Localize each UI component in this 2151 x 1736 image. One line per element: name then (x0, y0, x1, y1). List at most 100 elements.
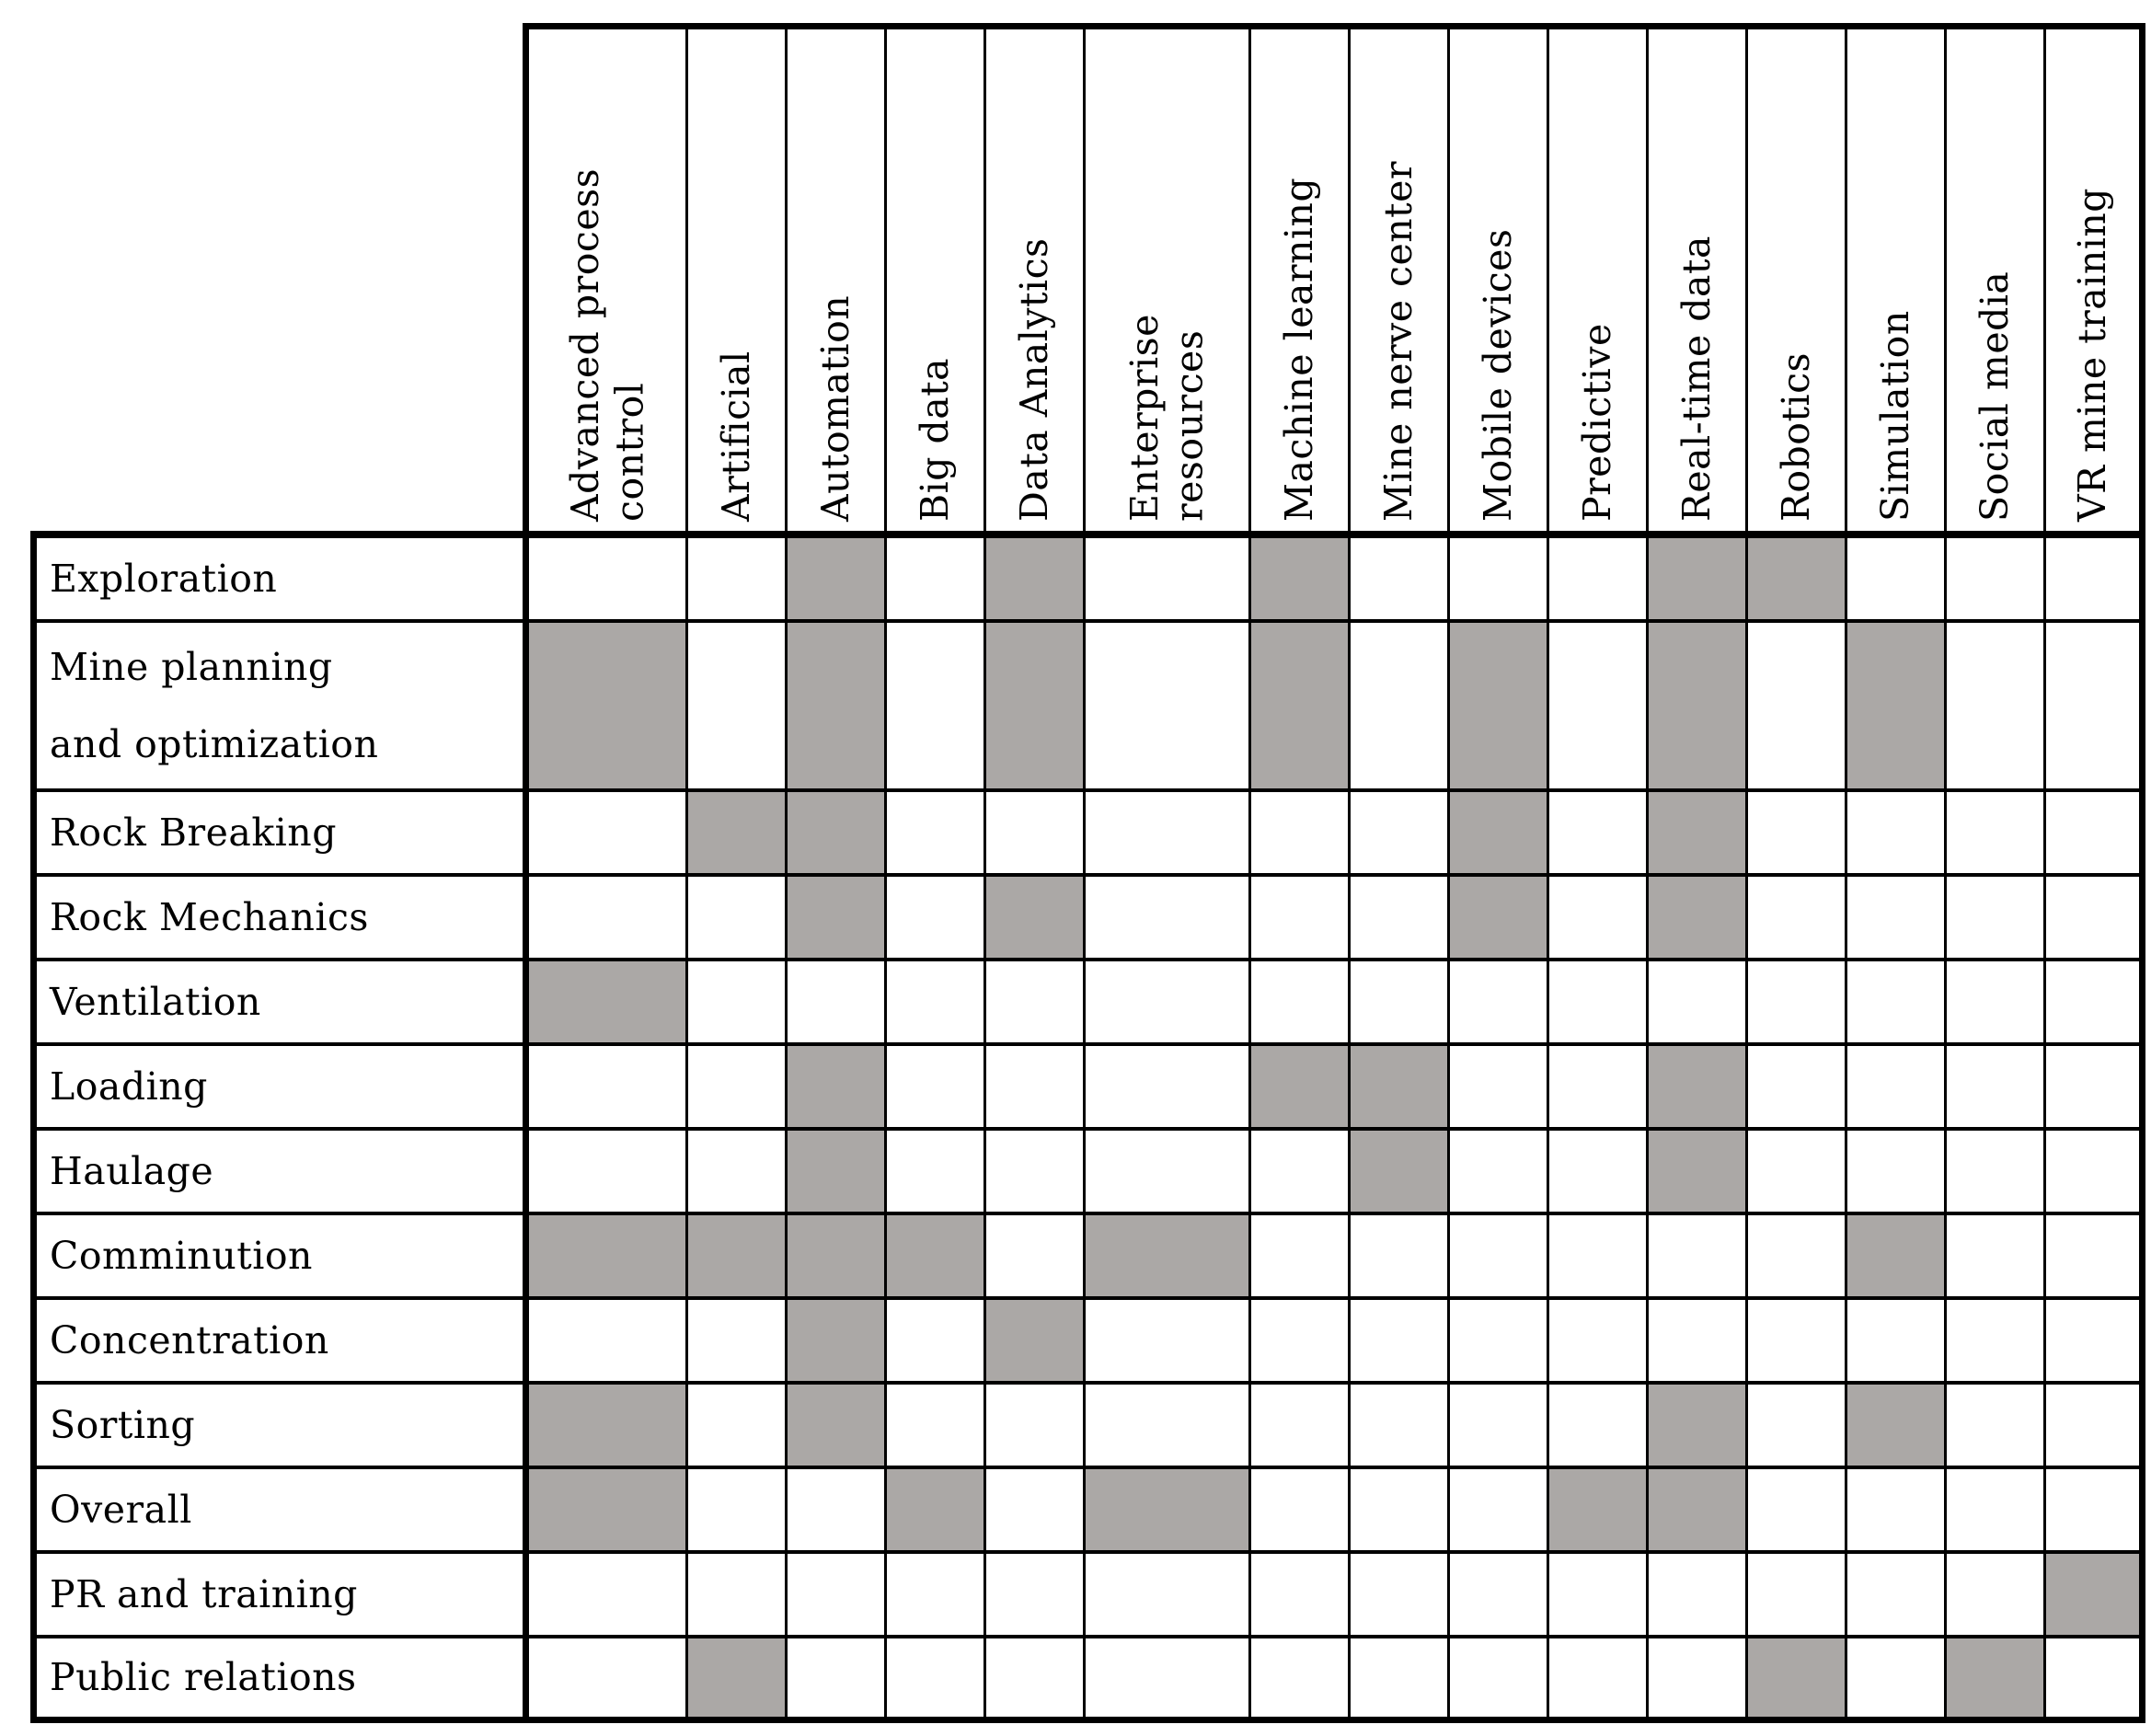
column-header-social-media: Social media (1947, 23, 2046, 538)
cell-mine-planning-and-optimization--artificial (688, 623, 788, 792)
cell-mine-planning-and-optimization--mine-nerve-center (1351, 623, 1450, 792)
cell-sorting--vr-mine-training (2046, 1385, 2145, 1469)
cell-overall--vr-mine-training (2046, 1469, 2145, 1554)
column-header-robotics: Robotics (1748, 23, 1847, 538)
cell-sorting--real-time-data (1649, 1385, 1748, 1469)
cell-rock-breaking--mine-nerve-center (1351, 792, 1450, 877)
column-header-advanced-process-control: Advanced process control (523, 23, 688, 538)
cell-public-relations--robotics (1748, 1638, 1847, 1723)
cell-exploration--big-data (887, 538, 986, 623)
cell-mine-planning-and-optimization--real-time-data (1649, 623, 1748, 792)
column-header-artificial: Artificial (688, 23, 788, 538)
column-header-label: Mine nerve center (1376, 161, 1421, 522)
row-label-sorting: Sorting (30, 1385, 523, 1469)
cell-loading--artificial (688, 1046, 788, 1131)
cell-pr-and-training--predictive (1549, 1554, 1649, 1638)
cell-haulage--machine-learning (1251, 1131, 1351, 1215)
cell-overall--social-media (1947, 1469, 2046, 1554)
column-header-label: Enterprise resources (1122, 314, 1212, 522)
cell-sorting--data-analytics (986, 1385, 1086, 1469)
cell-concentration--predictive (1549, 1300, 1649, 1385)
cell-pr-and-training--simulation (1847, 1554, 1947, 1638)
column-header-label: VR mine training (2070, 187, 2115, 522)
cell-overall--mobile-devices (1450, 1469, 1549, 1554)
cell-overall--advanced-process-control (523, 1469, 688, 1554)
cell-exploration--social-media (1947, 538, 2046, 623)
cell-concentration--machine-learning (1251, 1300, 1351, 1385)
column-header-label: Automation (813, 294, 858, 522)
cell-rock-breaking--robotics (1748, 792, 1847, 877)
cell-loading--enterprise-resources (1086, 1046, 1251, 1131)
cell-rock-mechanics--mobile-devices (1450, 877, 1549, 961)
cell-rock-breaking--data-analytics (986, 792, 1086, 877)
cell-comminution--mobile-devices (1450, 1215, 1549, 1300)
cell-mine-planning-and-optimization--data-analytics (986, 623, 1086, 792)
cell-rock-mechanics--mine-nerve-center (1351, 877, 1450, 961)
matrix-top-left-spacer (30, 23, 523, 538)
cell-ventilation--advanced-process-control (523, 961, 688, 1046)
cell-exploration--real-time-data (1649, 538, 1748, 623)
column-header-mobile-devices: Mobile devices (1450, 23, 1549, 538)
cell-haulage--advanced-process-control (523, 1131, 688, 1215)
cell-ventilation--mine-nerve-center (1351, 961, 1450, 1046)
cell-concentration--advanced-process-control (523, 1300, 688, 1385)
cell-rock-breaking--advanced-process-control (523, 792, 688, 877)
cell-comminution--simulation (1847, 1215, 1947, 1300)
cell-public-relations--vr-mine-training (2046, 1638, 2145, 1723)
cell-pr-and-training--mine-nerve-center (1351, 1554, 1450, 1638)
cell-pr-and-training--enterprise-resources (1086, 1554, 1251, 1638)
row-label-haulage: Haulage (30, 1131, 523, 1215)
cell-mine-planning-and-optimization--mobile-devices (1450, 623, 1549, 792)
row-label-pr-and-training: PR and training (30, 1554, 523, 1638)
cell-comminution--predictive (1549, 1215, 1649, 1300)
cell-mine-planning-and-optimization--automation (788, 623, 887, 792)
cell-pr-and-training--automation (788, 1554, 887, 1638)
row-label-ventilation: Ventilation (30, 961, 523, 1046)
cell-pr-and-training--real-time-data (1649, 1554, 1748, 1638)
cell-public-relations--machine-learning (1251, 1638, 1351, 1723)
cell-exploration--mine-nerve-center (1351, 538, 1450, 623)
column-header-label: Artificial (714, 351, 759, 522)
column-header-label: Advanced process control (562, 167, 651, 522)
cell-sorting--robotics (1748, 1385, 1847, 1469)
cell-exploration--automation (788, 538, 887, 623)
cell-rock-mechanics--advanced-process-control (523, 877, 688, 961)
cell-loading--robotics (1748, 1046, 1847, 1131)
cell-comminution--real-time-data (1649, 1215, 1748, 1300)
cell-overall--data-analytics (986, 1469, 1086, 1554)
column-header-label: Real-time data (1674, 236, 1720, 522)
cell-mine-planning-and-optimization--advanced-process-control (523, 623, 688, 792)
cell-rock-mechanics--data-analytics (986, 877, 1086, 961)
cell-exploration--artificial (688, 538, 788, 623)
cell-rock-mechanics--simulation (1847, 877, 1947, 961)
cell-ventilation--data-analytics (986, 961, 1086, 1046)
cell-pr-and-training--mobile-devices (1450, 1554, 1549, 1638)
cell-haulage--artificial (688, 1131, 788, 1215)
cell-haulage--real-time-data (1649, 1131, 1748, 1215)
cell-ventilation--social-media (1947, 961, 2046, 1046)
column-header-enterprise-resources: Enterprise resources (1086, 23, 1251, 538)
cell-overall--artificial (688, 1469, 788, 1554)
row-label-overall: Overall (30, 1469, 523, 1554)
row-label-exploration: Exploration (30, 538, 523, 623)
column-header-big-data: Big data (887, 23, 986, 538)
cell-comminution--machine-learning (1251, 1215, 1351, 1300)
column-header-label: Mobile devices (1476, 228, 1521, 522)
cell-rock-mechanics--machine-learning (1251, 877, 1351, 961)
cell-concentration--big-data (887, 1300, 986, 1385)
column-header-automation: Automation (788, 23, 887, 538)
cell-comminution--vr-mine-training (2046, 1215, 2145, 1300)
row-label-loading: Loading (30, 1046, 523, 1131)
cell-ventilation--simulation (1847, 961, 1947, 1046)
cell-rock-mechanics--automation (788, 877, 887, 961)
cell-overall--predictive (1549, 1469, 1649, 1554)
column-header-label: Big data (913, 357, 958, 522)
cell-loading--real-time-data (1649, 1046, 1748, 1131)
cell-rock-mechanics--real-time-data (1649, 877, 1748, 961)
cell-overall--simulation (1847, 1469, 1947, 1554)
cell-pr-and-training--big-data (887, 1554, 986, 1638)
cell-rock-mechanics--enterprise-resources (1086, 877, 1251, 961)
column-header-data-analytics: Data Analytics (986, 23, 1086, 538)
cell-comminution--robotics (1748, 1215, 1847, 1300)
